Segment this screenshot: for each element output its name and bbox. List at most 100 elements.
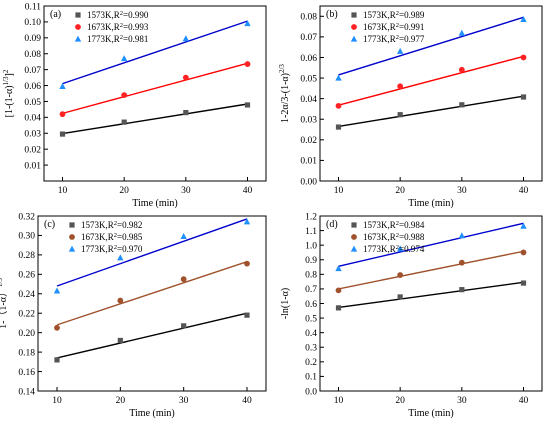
y-tick-label: 0.32 <box>18 212 35 222</box>
legend-entry: 1573K,R2=0.984 <box>363 220 425 230</box>
x-tick-label: 40 <box>519 186 529 196</box>
fit-line <box>338 16 524 76</box>
fit-line <box>56 261 248 326</box>
data-point <box>397 272 404 278</box>
y-tick-label: 0.05 <box>300 74 317 84</box>
y-tick-label: 0.08 <box>24 50 41 60</box>
data-point <box>458 29 466 36</box>
data-point <box>458 259 465 266</box>
legend-entry: 1573K,R2=0.990 <box>87 10 149 20</box>
y-tick-label: 0.06 <box>300 54 317 64</box>
y-tick-label: 0.6 <box>305 300 317 310</box>
y-tick-label: 0.01 <box>24 161 41 171</box>
y-tick-label: 0.02 <box>300 136 317 146</box>
plot-frame <box>319 215 543 392</box>
legend-marker <box>75 12 81 18</box>
y-tick-label: 0.7 <box>305 285 317 295</box>
data-point <box>243 218 251 225</box>
series-0 <box>54 312 250 363</box>
legend-marker <box>350 35 358 42</box>
y-tick-label: 0.22 <box>18 310 35 320</box>
plot-frame <box>37 215 267 392</box>
x-axis-label: Time (min) <box>129 408 174 419</box>
legend-entry: 1773K,R2=0.981 <box>87 34 148 44</box>
legend-marker <box>69 234 75 240</box>
y-tick-label: 0.07 <box>24 66 41 76</box>
x-tick-label: 30 <box>457 396 467 406</box>
data-point <box>59 111 66 118</box>
legend-entry: 1673K,R2=0.993 <box>87 22 149 32</box>
x-tick-label: 10 <box>58 186 68 196</box>
y-tick-label: 0.1 <box>305 373 317 383</box>
fit-line <box>338 222 524 267</box>
x-tick-label: 30 <box>179 396 189 406</box>
y-tick-label: 0.11 <box>25 2 42 12</box>
panel-label: (b) <box>326 9 338 20</box>
legend-marker <box>351 222 357 228</box>
chart-panel-c: 0.14 0.16 0.18 0.20 0.22 0.24 0.26 0.28 0.30 0.32… <box>0 212 267 419</box>
fit-line <box>56 218 248 287</box>
data-point <box>120 55 128 62</box>
legend-entry: 1573K,R2=0.989 <box>363 10 425 20</box>
data-point <box>121 92 128 98</box>
data-point <box>121 119 127 125</box>
panel-label: (d) <box>326 219 338 230</box>
x-tick-label: 30 <box>181 186 191 196</box>
y-tick-label: 0.08 <box>300 13 317 23</box>
y-tick-label: 0.09 <box>24 34 41 44</box>
fit-line <box>62 62 248 115</box>
y-tick-label: 0.2 <box>305 358 317 368</box>
x-tick-label: 10 <box>334 396 344 406</box>
y-tick-label: 0.14 <box>18 387 35 397</box>
y-tick-label: 0.06 <box>24 82 41 92</box>
data-point <box>244 61 251 67</box>
data-point <box>117 297 124 304</box>
y-axis-label: -ln(1-α) <box>280 288 291 319</box>
legend-marker <box>68 245 76 252</box>
legend: 1573K,R2=0.984 1673K,R2=0.988 1773K,R2=0.9… <box>350 220 425 254</box>
x-axis-label: Time (min) <box>408 408 453 419</box>
plot-frame <box>43 5 267 182</box>
y-tick-label: 0.10 <box>24 18 41 28</box>
data-point <box>53 287 61 294</box>
legend-marker <box>69 222 75 228</box>
x-tick-label: 40 <box>243 186 253 196</box>
fit-line <box>338 95 524 128</box>
x-tick-label: 30 <box>457 186 467 196</box>
data-point <box>520 15 527 22</box>
data-point <box>520 54 527 61</box>
y-tick-label: 0.5 <box>305 314 317 324</box>
chart-panel-d: 0.0 0.1 0.2 0.3 0.4 0.5 0.6 0.7 0.8 0.9 1.0 1.1 1.2 1… <box>280 212 543 419</box>
x-tick-label: 20 <box>116 396 126 406</box>
data-point <box>244 102 251 108</box>
x-tick-label: 10 <box>52 396 62 406</box>
plot-frame <box>319 5 543 182</box>
fit-line <box>338 281 524 309</box>
y-tick-label: 0.16 <box>18 368 35 378</box>
y-tick-label: 0.05 <box>24 98 41 108</box>
data-point <box>180 276 187 283</box>
y-tick-label: 0.01 <box>300 157 317 167</box>
series-2 <box>335 222 527 272</box>
data-point <box>520 280 527 286</box>
y-axis-label: [1-(1-α)1/3]2 <box>2 69 15 117</box>
y-tick-label: 0.04 <box>300 95 317 105</box>
x-tick-label: 20 <box>119 186 129 196</box>
data-point <box>520 222 527 229</box>
series-0 <box>335 94 527 130</box>
y-tick-label: 0.03 <box>24 130 41 140</box>
data-point <box>59 82 66 89</box>
data-point <box>183 109 189 116</box>
data-point <box>397 112 403 118</box>
y-tick-label: 1.2 <box>305 212 317 222</box>
series-0 <box>59 102 251 137</box>
data-point <box>244 260 250 267</box>
legend-entry: 1773K,R2=0.970 <box>81 244 143 254</box>
data-point <box>117 337 123 344</box>
y-tick-label: 0.3 <box>305 344 317 354</box>
series-1 <box>59 61 251 118</box>
data-point <box>54 357 60 363</box>
series-2 <box>59 20 251 89</box>
x-tick-label: 20 <box>395 186 405 196</box>
y-tick-label: 0.0 <box>305 387 317 397</box>
